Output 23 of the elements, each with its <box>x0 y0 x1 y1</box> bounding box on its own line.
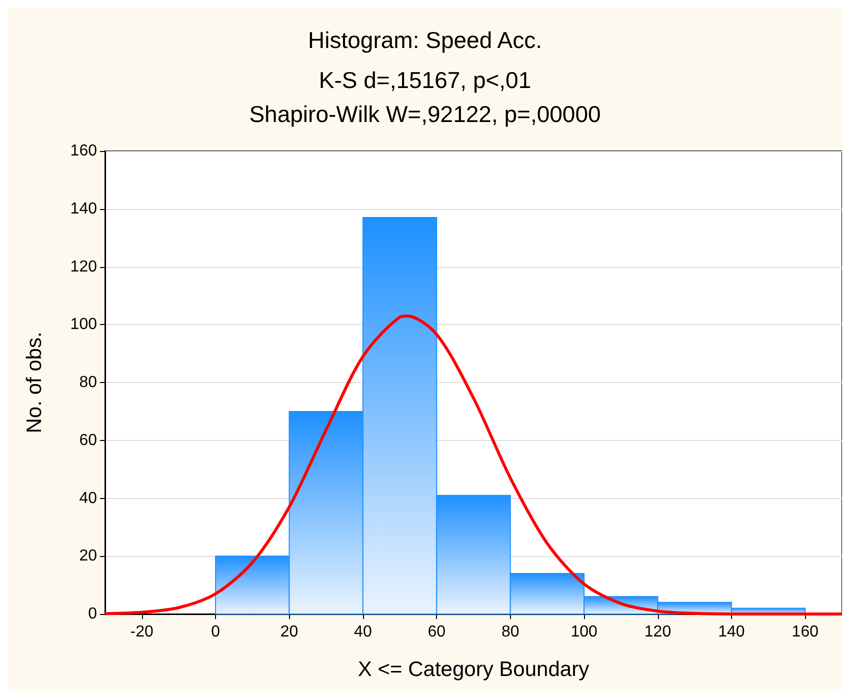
x-tick-label: 140 <box>718 624 745 640</box>
y-tick-label: 80 <box>79 374 98 391</box>
y-tick-label: 100 <box>70 316 98 334</box>
chart-subtitle: K-S d=,15167, p<,01 Shapiro-Wilk W=,92122, p=,00000 <box>249 67 601 127</box>
chart-title: Histogram: Speed Acc. <box>308 27 542 53</box>
x-tick-label: 120 <box>644 624 672 640</box>
y-tick-label: 160 <box>70 142 98 160</box>
x-axis-title: X <= Category Boundary <box>358 658 590 681</box>
y-tick-label: 120 <box>70 258 98 276</box>
y-tick-label: 20 <box>79 548 98 565</box>
x-tick-label: 20 <box>280 624 298 640</box>
x-tick-label: 160 <box>792 624 819 640</box>
x-tick-label: 40 <box>354 624 372 640</box>
y-tick-label: 0 <box>88 606 98 622</box>
x-tick-label: 60 <box>428 624 446 640</box>
x-tick-label: 80 <box>501 624 520 640</box>
x-tick-label: 0 <box>211 624 220 640</box>
x-tick-label: -20 <box>130 624 154 640</box>
y-tick-label: 60 <box>79 432 98 449</box>
y-tick-label: 140 <box>70 200 98 218</box>
y-tick-label: 40 <box>79 490 98 507</box>
y-axis-title: No. of obs. <box>23 332 46 434</box>
x-tick-label: 100 <box>570 624 598 640</box>
